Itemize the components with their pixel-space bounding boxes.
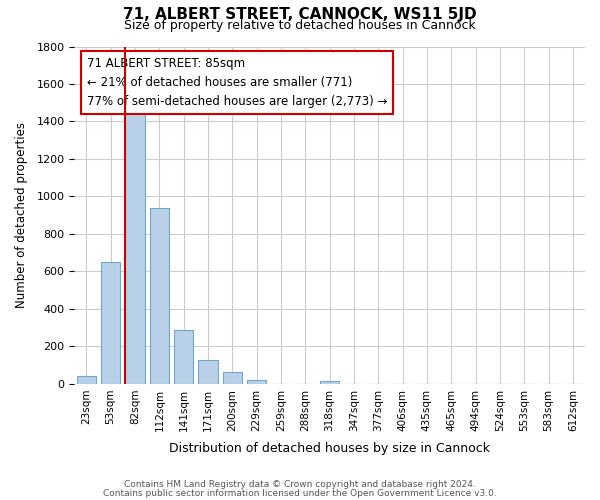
Bar <box>320 381 340 384</box>
Bar <box>149 208 169 384</box>
X-axis label: Distribution of detached houses by size in Cannock: Distribution of detached houses by size … <box>169 442 490 455</box>
Text: Size of property relative to detached houses in Cannock: Size of property relative to detached ho… <box>124 19 476 32</box>
Y-axis label: Number of detached properties: Number of detached properties <box>15 122 28 308</box>
Text: 71, ALBERT STREET, CANNOCK, WS11 5JD: 71, ALBERT STREET, CANNOCK, WS11 5JD <box>123 8 477 22</box>
Text: Contains HM Land Registry data © Crown copyright and database right 2024.: Contains HM Land Registry data © Crown c… <box>124 480 476 489</box>
Bar <box>247 380 266 384</box>
Bar <box>125 106 145 384</box>
Bar <box>198 360 218 384</box>
Bar <box>174 330 193 384</box>
Text: Contains public sector information licensed under the Open Government Licence v3: Contains public sector information licen… <box>103 488 497 498</box>
Bar <box>101 262 121 384</box>
Text: 71 ALBERT STREET: 85sqm
← 21% of detached houses are smaller (771)
77% of semi-d: 71 ALBERT STREET: 85sqm ← 21% of detache… <box>87 56 388 108</box>
Bar <box>77 376 96 384</box>
Bar <box>223 372 242 384</box>
